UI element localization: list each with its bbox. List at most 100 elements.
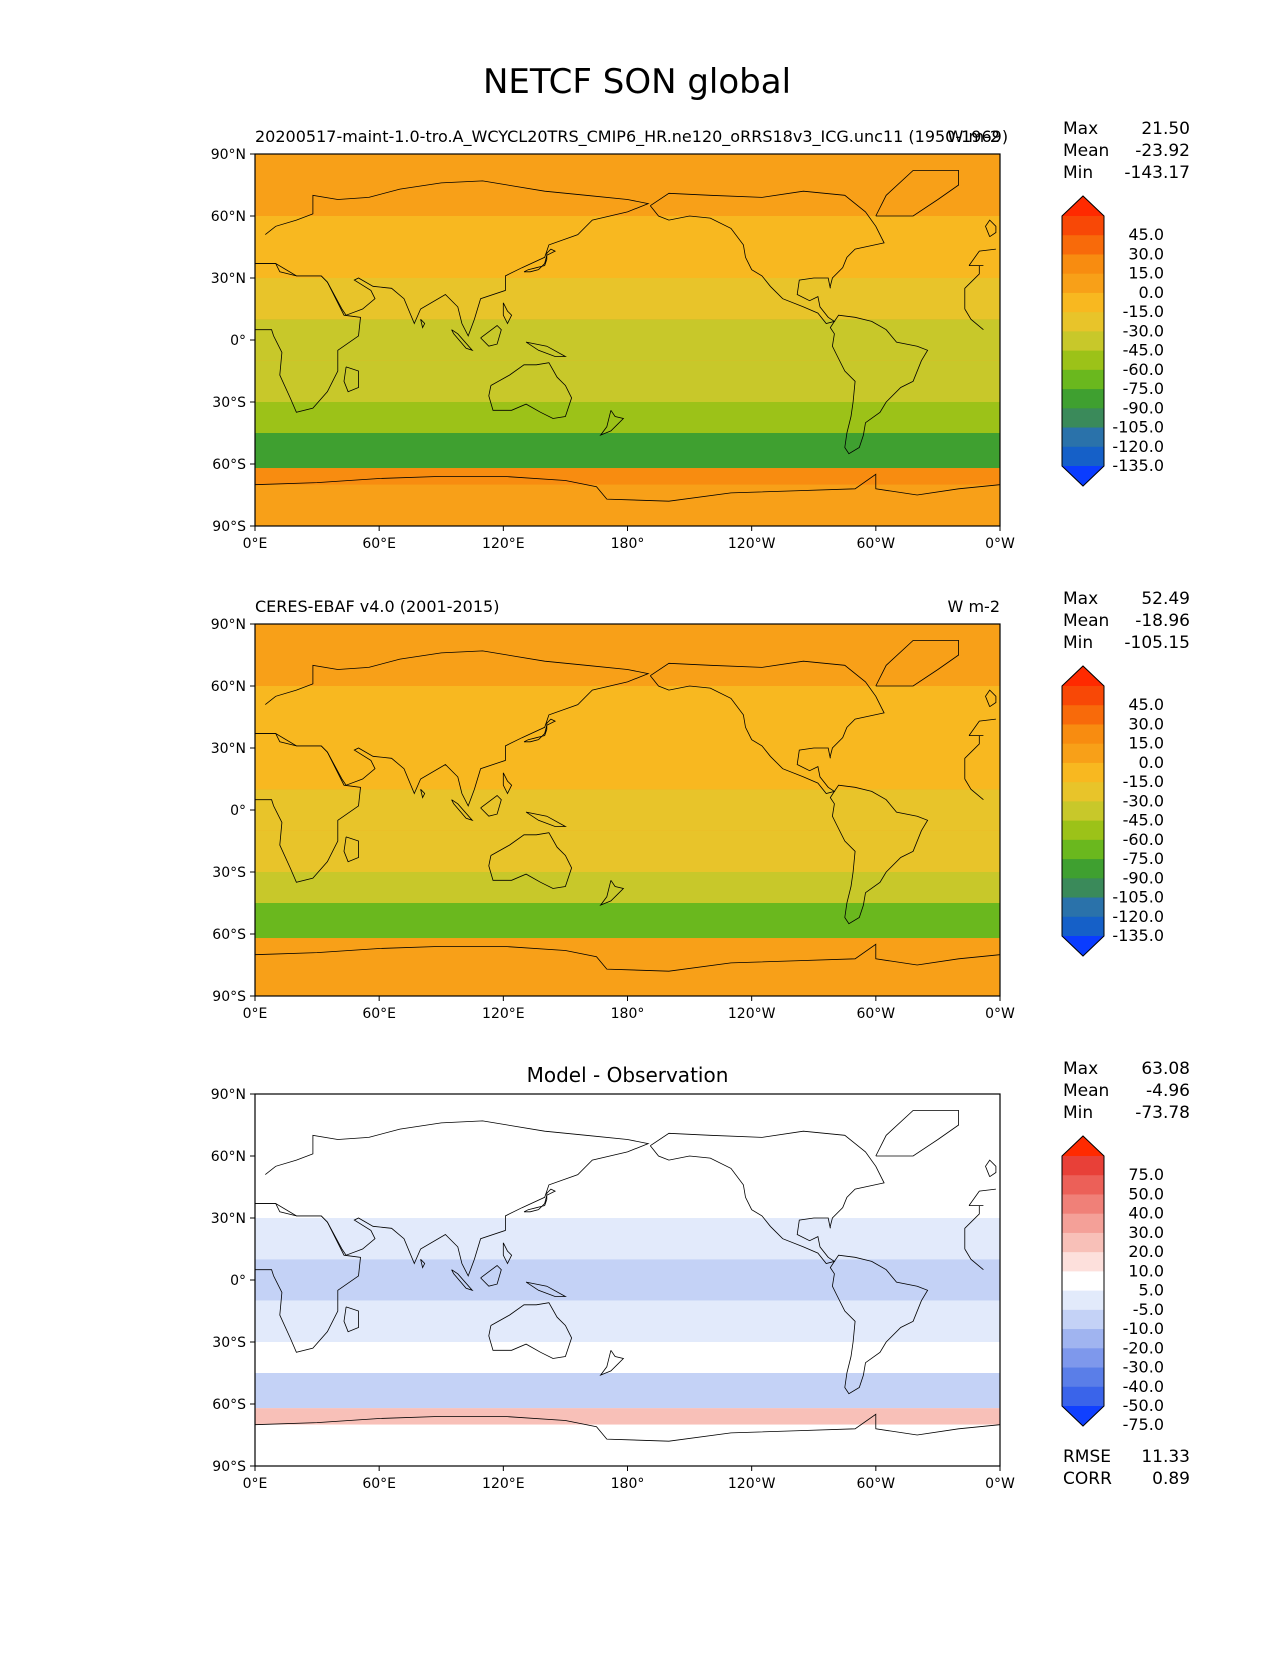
stat-value: -18.96 <box>1135 611 1190 631</box>
extra-stat-label: CORR <box>1063 1469 1112 1489</box>
panel-center-title: Model - Observation <box>527 1063 729 1087</box>
lat-tick-label: 90°N <box>211 617 246 633</box>
colorbar-segment <box>1062 1367 1104 1388</box>
coastline <box>488 832 573 889</box>
colorbar-label: -105.0 <box>1112 888 1164 907</box>
colorbar-label: -135.0 <box>1112 456 1164 475</box>
colorbar-segment <box>1062 1252 1104 1272</box>
lat-tick-label: 30°N <box>211 741 246 757</box>
zonal-band <box>255 1259 1000 1301</box>
lat-tick-label: 90°S <box>212 989 246 1005</box>
colorbar-outline <box>1061 665 1105 957</box>
lon-tick-label: 180° <box>611 1476 645 1492</box>
coastline <box>599 1350 625 1377</box>
coastline <box>255 943 1000 972</box>
coastline <box>451 1269 474 1292</box>
lon-tick-label: 60°E <box>362 1476 396 1492</box>
stat-value: -4.96 <box>1146 1081 1190 1101</box>
coastline <box>599 410 625 437</box>
colorbar-label: 20.0 <box>1128 1242 1164 1261</box>
colorbar-extend-max <box>1062 666 1104 686</box>
coastline <box>255 1203 984 1353</box>
colorbar-segment <box>1062 427 1104 448</box>
lat-tick-label: 30°N <box>211 1211 246 1227</box>
lon-tick-label: 120°W <box>728 1006 776 1022</box>
zonal-band <box>255 1342 1000 1373</box>
colorbar-segment <box>1062 705 1104 725</box>
colorbar-label: -90.0 <box>1123 868 1164 887</box>
colorbar-segment <box>1062 350 1104 371</box>
colorbar-label: 50.0 <box>1128 1184 1164 1203</box>
lat-tick-label: 60°N <box>211 1149 246 1165</box>
lat-tick-label: 90°N <box>211 147 246 163</box>
zonal-band <box>255 624 1000 686</box>
colorbar-label: -45.0 <box>1123 341 1164 360</box>
coastline <box>255 263 984 413</box>
panel-units: W m-2 <box>948 597 1000 616</box>
lon-tick-label: 120°E <box>482 1006 525 1022</box>
colorbar-segment <box>1062 216 1104 236</box>
map-field <box>255 1094 1000 1466</box>
coastline <box>829 314 929 455</box>
colorbar-label: -75.0 <box>1123 849 1164 868</box>
colorbar-label: -50.0 <box>1123 1396 1164 1415</box>
colorbar-extend-min <box>1062 1406 1104 1426</box>
colorbar-segment <box>1062 1309 1104 1330</box>
colorbar-label: -30.0 <box>1123 1358 1164 1377</box>
colorbar-label: 30.0 <box>1128 714 1164 733</box>
lat-tick-label: 60°N <box>211 679 246 695</box>
colorbar-label: -15.0 <box>1123 302 1164 321</box>
colorbar-segment <box>1062 369 1104 390</box>
colorbar-segment <box>1062 1348 1104 1369</box>
lat-tick-label: 90°N <box>211 1087 246 1103</box>
zonal-band <box>255 938 1000 955</box>
panel-units: W m-2 <box>948 127 1000 146</box>
coastline <box>480 324 502 347</box>
colorbar-segment <box>1062 916 1104 937</box>
zonal-band <box>255 954 1000 996</box>
lat-tick-label: 60°S <box>212 927 246 943</box>
coastline <box>525 1281 567 1297</box>
colorbar-segment <box>1062 762 1104 783</box>
colorbar-extend-max <box>1062 1136 1104 1156</box>
zonal-band <box>255 903 1000 939</box>
lat-tick-label: 60°S <box>212 457 246 473</box>
stat-value: 52.49 <box>1141 589 1190 609</box>
coastline <box>488 1302 573 1359</box>
zonal-band <box>255 154 1000 216</box>
colorbar: 75.050.040.030.020.010.05.0-5.0-10.0-20.… <box>1061 1135 1164 1434</box>
colorbar-label: 75.0 <box>1128 1165 1164 1184</box>
colorbar-segment <box>1062 1156 1104 1176</box>
zonal-band <box>255 484 1000 526</box>
lon-tick-label: 120°W <box>728 1476 776 1492</box>
coastline <box>875 170 959 217</box>
zonal-band <box>255 402 1000 433</box>
panel-difference: 90°N 60°N 30°N 0° 30°S 60°S 90°S0°E 60°E 120°E 18… <box>211 1059 1190 1492</box>
coastline <box>420 319 426 329</box>
stat-label: Mean <box>1063 1081 1109 1101</box>
colorbar-segment <box>1062 897 1104 918</box>
zonal-band <box>255 433 1000 469</box>
lon-tick-label: 0°E <box>243 1476 268 1492</box>
colorbar-segment <box>1062 1329 1104 1349</box>
panel-reference: 90°N 60°N 30°N 0° 30°S 60°S 90°S0°E 60°E 120°E 18… <box>211 589 1190 1022</box>
colorbar-segment <box>1062 408 1104 429</box>
coastline <box>480 794 502 817</box>
coastline <box>343 1306 359 1333</box>
colorbar-segment <box>1062 859 1104 879</box>
coastline <box>985 689 997 708</box>
zonal-band <box>255 830 1000 872</box>
panel-left-title: 20200517-maint-1.0-tro.A_WCYCL20TRS_CMIP… <box>255 127 1008 147</box>
colorbar-label: 5.0 <box>1139 1281 1164 1300</box>
coastline <box>255 1120 996 1277</box>
colorbar-label: 30.0 <box>1128 244 1164 263</box>
colorbar-segment <box>1062 820 1104 841</box>
lon-tick-label: 60°W <box>856 536 895 552</box>
zonal-band <box>255 1424 1000 1466</box>
colorbar-label: -20.0 <box>1123 1338 1164 1357</box>
lon-tick-label: 180° <box>611 536 645 552</box>
colorbar-segment <box>1062 1213 1104 1234</box>
colorbar-segment <box>1062 782 1104 802</box>
colorbar-label: -15.0 <box>1123 772 1164 791</box>
colorbar-label: -75.0 <box>1123 379 1164 398</box>
